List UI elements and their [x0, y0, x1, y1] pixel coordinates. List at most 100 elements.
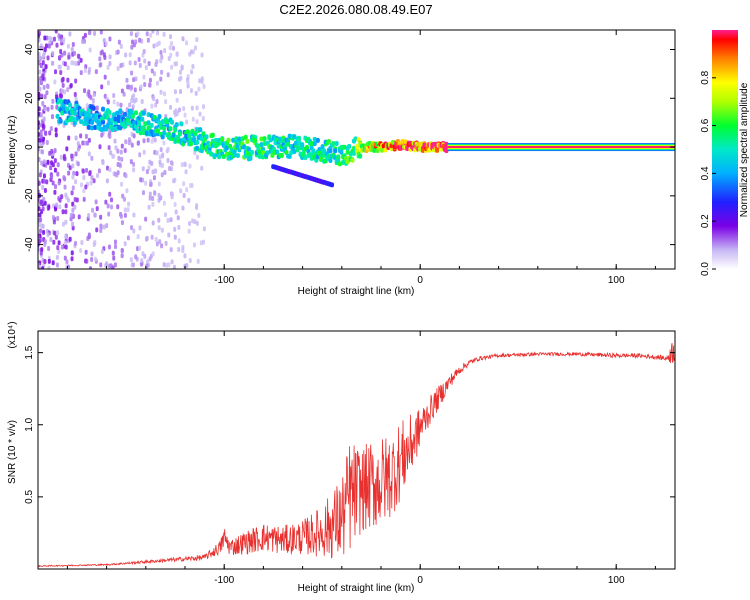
ridge-cell — [165, 119, 170, 125]
noise-cell — [175, 51, 179, 57]
noise-cell — [132, 228, 136, 234]
ridge-cell — [123, 111, 128, 117]
noise-cell — [51, 214, 55, 220]
noise-cell — [101, 160, 105, 166]
noise-cell — [129, 159, 133, 165]
ridge-cell — [295, 144, 300, 150]
noise-cell — [42, 84, 46, 90]
noise-cell — [195, 105, 199, 111]
ridge-cell — [297, 139, 302, 145]
noise-cell — [49, 165, 53, 171]
ridge-cell — [289, 150, 294, 156]
ridge-cell — [246, 146, 251, 152]
noise-cell — [148, 256, 152, 262]
noise-cell — [200, 165, 204, 171]
noise-cell — [132, 77, 136, 83]
noise-cell — [81, 140, 85, 146]
ridge-cell — [116, 114, 121, 120]
noise-cell — [39, 129, 43, 135]
noise-cell — [39, 217, 43, 223]
ridge-cell — [433, 141, 438, 147]
ridge-cell — [261, 154, 266, 160]
noise-cell — [150, 68, 154, 74]
ridge-cell — [257, 153, 262, 159]
noise-cell — [84, 258, 88, 264]
noise-cell — [169, 247, 173, 253]
noise-cell — [105, 223, 109, 229]
noise-cell — [65, 146, 69, 152]
noise-cell — [172, 45, 176, 51]
ridge-cell — [322, 148, 327, 154]
noise-cell — [150, 161, 154, 167]
noise-cell — [174, 209, 178, 215]
noise-cell — [186, 79, 190, 85]
noise-cell — [45, 139, 49, 145]
noise-cell — [148, 77, 152, 83]
noise-cell — [99, 228, 103, 234]
noise-cell — [189, 88, 193, 94]
noise-cell — [195, 119, 199, 125]
noise-cell — [163, 91, 166, 97]
noise-cell — [153, 190, 157, 196]
noise-cell — [52, 36, 56, 42]
ridge-cell — [232, 152, 237, 158]
ridge-cell — [210, 132, 215, 138]
ridge-cell — [198, 127, 203, 133]
ridge-cell — [226, 137, 231, 143]
ridge-cell — [217, 154, 222, 160]
noise-cell — [160, 243, 164, 249]
noise-cell — [177, 107, 181, 113]
noise-cell — [198, 78, 202, 84]
ridge-cell — [157, 113, 162, 119]
ridge-cell — [262, 136, 267, 142]
noise-cell — [128, 102, 132, 108]
noise-cell — [53, 148, 57, 154]
ridge-cell — [276, 143, 281, 149]
ridge-cell — [146, 120, 151, 126]
noise-cell — [38, 212, 42, 218]
ridge-cell — [174, 122, 179, 128]
noise-cell — [181, 36, 185, 42]
noise-cell — [155, 99, 159, 105]
noise-cell — [38, 86, 42, 92]
noise-cell — [116, 170, 120, 176]
noise-cell — [68, 31, 72, 37]
noise-cell — [114, 145, 118, 151]
noise-cell — [64, 192, 68, 198]
noise-cell — [167, 232, 171, 238]
ridge-cell — [118, 125, 123, 131]
ridge-cell — [311, 148, 316, 154]
noise-cell — [120, 248, 124, 254]
noise-cell — [152, 96, 156, 102]
noise-cell — [192, 242, 196, 248]
ridge-cell — [444, 141, 449, 147]
ridge-cell — [123, 123, 128, 129]
noise-cell — [150, 103, 154, 109]
noise-cell — [79, 70, 83, 76]
noise-cell — [162, 262, 166, 268]
noise-cell — [128, 60, 132, 66]
noise-cell — [88, 171, 92, 177]
noise-cell — [158, 159, 162, 165]
noise-cell — [177, 76, 181, 82]
noise-cell — [84, 249, 88, 255]
noise-cell — [58, 204, 62, 210]
noise-cell — [38, 265, 42, 269]
noise-cell — [56, 171, 60, 177]
x-tick-label: -100 — [214, 575, 234, 586]
noise-cell — [145, 31, 149, 37]
noise-cell — [108, 36, 112, 42]
ridge-cell — [275, 149, 280, 155]
noise-cell — [153, 71, 157, 77]
noise-cell — [79, 248, 83, 254]
ridge-cell — [345, 149, 350, 155]
noise-cell — [53, 69, 57, 75]
noise-cell — [119, 63, 123, 69]
noise-cell — [73, 204, 77, 210]
noise-cell — [159, 58, 163, 64]
ridge-cell — [270, 152, 275, 158]
colorbar-tick-label: 0.8 — [700, 70, 711, 84]
noise-cell — [116, 49, 120, 55]
noise-cell — [71, 41, 75, 47]
ridge-cell — [135, 128, 140, 134]
